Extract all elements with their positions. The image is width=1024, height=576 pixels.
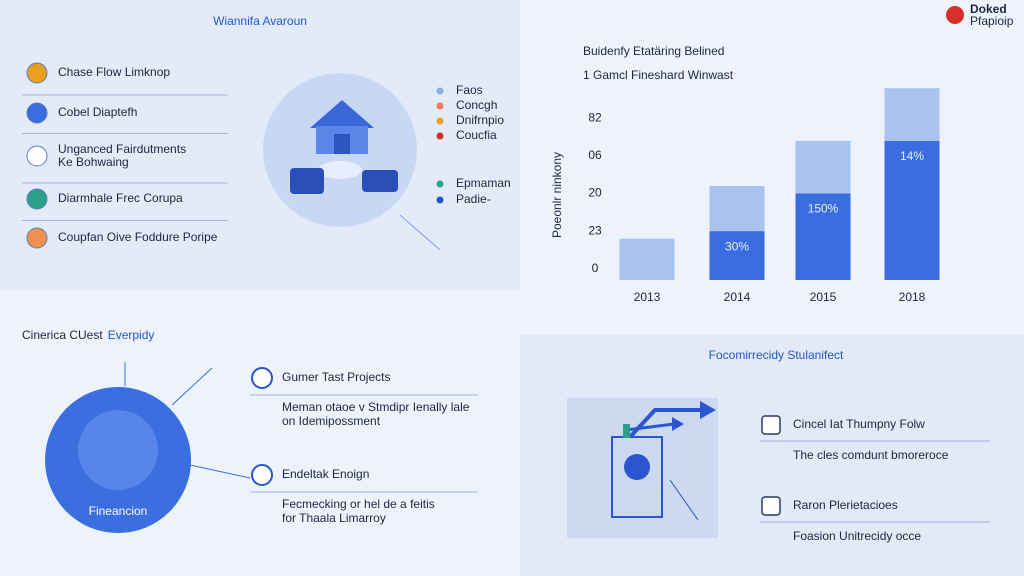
process-title: Cinerica CUest Everpidy [22,328,154,342]
legend-label: Padie- [456,192,491,206]
list-icon [26,227,48,249]
connector [171,367,213,406]
process-title-start: Cinerica CUest [22,328,103,342]
legend-swatch [436,196,444,204]
y-axis-label: Poeonlr ninkony [550,152,564,238]
item-desc: for Thaala Limarroy [282,511,386,525]
item-title: Raron Plerietacioes [793,498,898,512]
x-tick-label: 2014 [724,290,751,304]
x-tick-label: 2018 [899,290,926,304]
bar-label: 14% [900,149,924,163]
item-desc: Meman otaoe v Stmdipr Ienally lale [282,400,470,414]
logo-name: Doked [970,2,1007,16]
item-desc: Fecmecking or hel de a feitis [282,497,435,511]
bar-label: 30% [725,239,749,253]
x-tick-label: 2013 [634,290,661,304]
list-item-text: Diarmhale Frec Corupa [58,191,183,205]
network-graphic [78,410,158,490]
bar-segment [795,140,851,194]
legend-swatch [436,102,444,110]
item-icon [761,496,781,516]
x-tick-label: 2015 [810,290,837,304]
logo-icon [946,6,964,24]
chart-subtitle: 1 Gamcl Fineshard Winwast [583,68,734,82]
process-title-accent: Everpidy [108,328,155,342]
legend-label: Concgh [456,98,497,112]
item-desc: The cles comdunt bmoreroce [793,448,949,462]
item-icon [251,367,273,389]
bar-segment [795,193,851,280]
connector [189,464,251,479]
item-icon [251,464,273,486]
legend-label: Faos [456,83,483,97]
house-illustration [290,100,398,194]
list-item-text: Coupfan Oive Foddure Poripe [58,230,218,244]
y-tick-label: 23 [588,223,602,237]
legend-swatch [436,132,444,140]
list-item-text: Chase Flow Limknop [58,65,170,79]
list-icon [26,145,48,167]
bar-label: 150% [808,202,839,216]
item-title: Gumer Tast Projects [282,370,390,384]
y-tick-label: 82 [588,110,602,124]
item-title: Endeltak Enoign [282,467,369,481]
connector [399,214,441,251]
list-icon [26,62,48,84]
item-icon [761,415,781,435]
y-tick-label: 0 [592,261,599,275]
list-icon [26,188,48,210]
bar-segment [884,88,940,141]
focus-diagram [567,398,718,538]
legend-swatch [436,87,444,95]
bar-segment [709,186,765,232]
bar-segment [709,231,765,280]
item-title: Cincel Iat Thumpny Folw [793,417,925,431]
y-tick-label: 06 [588,148,602,162]
list-item-text: Cobel Diaptefh [58,105,137,119]
item-desc: on Idemipossment [282,414,381,428]
logo-tagline: Pfapioip [970,14,1014,28]
overview-panel [0,0,520,290]
bar-segment [884,140,940,280]
legend-label: Dnifrnpio [456,113,504,127]
chart-title: Buidenfy Etatäring Belined [583,44,724,58]
legend-label: Coucfia [456,128,497,142]
bar-segment [619,238,675,280]
legend-swatch [436,180,444,188]
y-tick-label: 20 [588,186,602,200]
overview-title: Wiannifa Avaroun [213,14,307,28]
item-desc: Foasion Unitrecidy occe [793,529,921,543]
list-item-text: Unganced Fairdutments [58,142,186,156]
circle-label: Fineancion [89,504,148,518]
legend-swatch [436,117,444,125]
list-item-text: Ke Bohwaing [58,155,129,169]
legend-label: Epmaman [456,176,511,190]
list-icon [26,102,48,124]
focus-title: Focomirrecidy Stulanifect [709,348,844,362]
